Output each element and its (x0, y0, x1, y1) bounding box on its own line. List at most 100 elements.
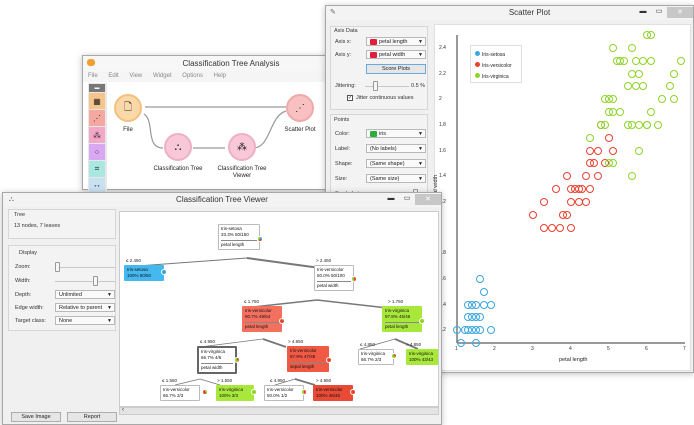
tree-node-virginica-petal-width[interactable]: Iris-virginica 66.7% 4/6 petal width (197, 346, 237, 374)
tree-viewer-window-icon: ⛬ (9, 196, 14, 203)
scatter-point (578, 185, 587, 193)
node-split: petal length (221, 242, 245, 247)
tree-node-root[interactable]: Iris-setosa 33.3% 50/150 petal length (218, 224, 260, 250)
x-tick-label: 6 (645, 346, 648, 352)
tree-canvas[interactable]: Iris-setosa 33.3% 50/150 petal length ≤ … (119, 211, 439, 407)
toolbox-collapse[interactable]: ▬ (89, 84, 105, 92)
tree-node-virginica-inner[interactable]: Iris-virginica 97.8% 45/46 petal length (382, 306, 422, 332)
scatter-point (582, 197, 591, 206)
menu-file[interactable]: File (88, 73, 98, 79)
scatter-legend[interactable]: Iris-setosa Iris-versicolor Iris-virgini… (470, 45, 522, 83)
toolbox-data-icon[interactable]: ▦ (89, 93, 105, 109)
close-button[interactable]: ✕ (415, 193, 441, 205)
edge-width-combo[interactable]: Relative to parent ▼ (55, 303, 115, 312)
scatter-plot-area[interactable]: 0.20.40.60.811.21.41.61.822.22.4 1234567… (433, 24, 691, 371)
menu-widget[interactable]: Widget (152, 73, 172, 79)
widget-classification-tree[interactable]: ⛬ Classification Tree (143, 133, 213, 172)
tree-node-versicolor-leaf-half[interactable]: Iris-versicolor 50.0% 1/2 (264, 385, 304, 401)
node-class: Iris-versicolor (316, 387, 343, 392)
tree-node-virginica-leaf[interactable]: Iris-virginica 100% 43/43 (406, 349, 438, 365)
shape-combo[interactable]: (Same shape) ▼ (366, 159, 426, 168)
maximize-button[interactable]: ▭ (655, 8, 663, 15)
tree-node-virginica-leaf-small[interactable]: Iris-virginica 66.7% 2/3 (358, 349, 394, 365)
tree-node-petal-width[interactable]: Iris-versicolor 50.0% 50/100 petal width (314, 265, 354, 291)
x-axis-label: petal length (559, 357, 588, 363)
size-combo[interactable]: (Same size) ▼ (366, 174, 426, 183)
y-tick-label: 2.2 (439, 70, 446, 77)
menu-view[interactable]: View (129, 73, 143, 79)
width-slider-track[interactable] (55, 281, 115, 282)
edge-width-label: Edge width: (15, 305, 44, 311)
chevron-down-icon: ▼ (418, 146, 423, 152)
toolbox-unsupervised-icon[interactable]: ∘∘ (89, 178, 105, 194)
target-class-combo[interactable]: None ▼ (55, 316, 115, 325)
color-combo[interactable]: iris ▼ (366, 129, 426, 138)
axis-x-combo[interactable]: petal length ▼ (366, 37, 426, 46)
distribution-pie-icon (251, 389, 257, 395)
scatter-point (563, 210, 572, 219)
tree-node-versicolor-leaf-small[interactable]: Iris-versicolor 66.7% 2/3 (160, 385, 200, 401)
toolbox-visualize-icon[interactable]: ⋰ (89, 110, 105, 126)
menu-help[interactable]: Help (213, 73, 226, 79)
toolbox-evaluate-icon[interactable]: ⌗ (89, 161, 105, 177)
tree-node-versicolor-sepal-length[interactable]: Iris-versicolor 97.9% 47/48 sepal length (287, 346, 329, 372)
minimize-button[interactable]: ▬ (387, 195, 395, 202)
tree-node-versicolor-inner[interactable]: Iris-versicolor 90.7% 49/54 petal length (242, 306, 282, 332)
depth-combo[interactable]: Unlimited ▼ (55, 290, 115, 299)
target-class-label: Target class: (15, 318, 46, 324)
toolbox-regression-icon[interactable]: ⁘ (89, 144, 105, 160)
tree-horizontal-scrollbar[interactable]: ‹ (119, 407, 439, 415)
tree-viewer-titlebar: ⛬ Classification Tree Viewer ▬ ▭ ✕ (3, 193, 441, 207)
scatter-point (639, 82, 648, 91)
label-combo[interactable]: (No labels) ▼ (366, 144, 426, 153)
axis-x-value: petal length (379, 39, 408, 45)
tree-node-virginica-leaf-3[interactable]: Iris-virginica 100% 3/3 (216, 385, 254, 401)
jittering-label: Jittering: (335, 83, 356, 89)
widget-scatter-plot-label: Scatter Plot (284, 127, 316, 133)
node-split: sepal length (290, 364, 315, 369)
scatter-point (669, 69, 678, 78)
scroll-left-icon[interactable]: ‹ (122, 407, 124, 413)
scatter-point (567, 223, 575, 232)
menu-options[interactable]: Options (182, 73, 203, 79)
scatter-point (472, 300, 480, 309)
save-image-button[interactable]: Save Image (11, 412, 61, 422)
axis-y-combo[interactable]: petal width ▼ (366, 50, 426, 59)
report-button[interactable]: Report (67, 412, 117, 422)
node-split: petal length (245, 324, 269, 329)
minimize-button[interactable]: ▬ (639, 8, 647, 15)
distribution-pie-icon (234, 357, 240, 363)
zoom-slider-handle[interactable] (55, 262, 60, 272)
maximize-button[interactable]: ▭ (403, 195, 411, 202)
node-class: Iris-setosa (127, 267, 148, 272)
edge-label: > 4.950 (316, 378, 332, 383)
color-value: iris (379, 131, 387, 137)
scatter-point (608, 159, 617, 168)
menu-edit[interactable]: Edit (108, 73, 119, 79)
chevron-down-icon: ▼ (107, 292, 112, 298)
continuous-var-icon (370, 38, 377, 45)
scatter-point (472, 339, 480, 347)
jittering-slider-track[interactable] (365, 86, 409, 87)
toolbox-classify-icon[interactable]: ⁂ (89, 127, 105, 143)
widget-file[interactable]: 🗋 File (113, 94, 143, 133)
scatter-point (586, 185, 594, 193)
zoom-slider-track[interactable] (55, 267, 115, 268)
scatter-point (631, 82, 640, 91)
scatter-point (460, 326, 469, 335)
widget-scatter-plot[interactable]: ⋰ Scatter Plot (280, 94, 320, 133)
jitter-checkbox[interactable]: ✓ (347, 95, 353, 101)
score-plots-button[interactable]: Score Plots (366, 64, 426, 74)
distribution-pie-icon (351, 276, 357, 282)
workflow-links (143, 106, 287, 149)
width-slider-handle[interactable] (93, 276, 98, 286)
target-class-value: None (59, 318, 73, 324)
tree-node-versicolor-leaf[interactable]: Iris-versicolor 100% 46/46 (313, 385, 353, 401)
node-stat: 33.3% 50/150 (221, 232, 249, 237)
jittering-slider-handle[interactable] (373, 81, 378, 91)
tree-node-setosa-leaf[interactable]: Iris-setosa 100% 50/50 (124, 265, 164, 281)
widget-tree-viewer[interactable]: ⁂ Classification Tree Viewer (207, 133, 277, 180)
close-button[interactable]: ✕ (667, 6, 693, 18)
scatter-point (608, 43, 617, 52)
node-stat: 66.7% 2/3 (361, 357, 382, 362)
